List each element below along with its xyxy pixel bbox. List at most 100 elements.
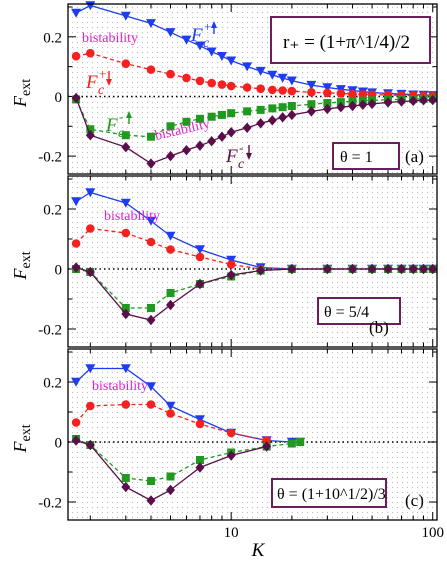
data-point [256,118,266,129]
bistability-label: bistability [92,379,148,394]
data-point [166,150,176,162]
data-point [216,51,227,61]
data-point [397,96,407,107]
data-point [71,8,82,18]
data-point [146,495,156,506]
data-point [322,263,332,275]
x-axis-label: K [251,540,266,561]
data-point [195,278,205,290]
data-point [85,130,95,141]
data-point [287,102,296,110]
curve-label-sub: c [98,83,105,98]
data-point [243,107,252,116]
data-point [287,439,296,448]
data-point [408,95,418,107]
series-line [75,403,267,442]
condition-text: θ = (1+10^1/2)/3 [277,486,386,503]
data-point [195,419,205,429]
data-point [323,99,332,108]
data-point [166,122,175,131]
data-point [287,263,297,275]
data-point [71,51,81,61]
data-point [195,462,205,473]
arrow-head [106,79,112,86]
y-tick-label: -0.2 [38,496,62,512]
y-tick-label: -0.2 [38,323,62,339]
curve-label-sign: + [99,66,106,81]
data-point [166,289,175,297]
data-point [217,131,227,142]
data-point [287,86,297,96]
condition-text: θ = 1 [340,149,373,166]
data-point [194,245,205,255]
y-tick-label: -0.2 [38,150,62,166]
data-point [181,35,192,45]
y-tick-label: 0 [55,436,63,452]
data-point [121,59,131,68]
data-point [120,364,131,374]
data-point [86,224,95,233]
data-point [242,83,252,92]
data-point [336,89,346,98]
panels: -0.2 0 0.2 Fext -0.2 0 0.2 Fext -0.2 0 0.2 Fext 10 10… [10,1,444,541]
curve-label-sub: c [203,36,210,51]
data-point [256,265,266,276]
data-point [145,382,156,392]
arrow-head [126,111,132,118]
data-point [226,260,236,269]
data-point [85,188,96,198]
y-axis-label-sub: ext [19,424,34,441]
data-point [226,428,236,438]
data-point [85,364,96,374]
data-point [145,19,156,29]
y-tick-label: 0.2 [43,203,62,219]
data-point [336,101,346,113]
series-3 [71,92,438,169]
data-point [166,299,176,311]
curve-label-F: F [85,72,98,93]
series-line [75,439,267,502]
data-point [267,70,278,80]
data-point [207,78,216,88]
y-axis-label: Fext [10,79,34,108]
data-point [121,304,130,312]
data-point [146,132,155,141]
data-point [120,11,131,21]
curve-label-F: F [105,115,118,136]
data-point [71,239,81,248]
data-point [358,90,368,99]
data-point [71,377,82,387]
panel-label: (b) [369,318,389,337]
data-point [267,115,277,126]
axes-frame [67,175,438,348]
curve-label-sign: - [119,109,123,124]
x-tick-label: 10 [224,525,239,541]
data-point [194,41,205,51]
y-axis-label: Fext [10,251,34,280]
data-point [195,140,205,151]
data-point [217,110,226,119]
data-point [195,76,205,86]
data-point [322,83,333,93]
data-point [226,56,237,66]
condition-box [317,297,401,325]
data-point [226,127,236,138]
y-axis-label-sub: ext [19,79,34,96]
data-point [121,228,131,238]
data-point [268,104,277,113]
series-1 [71,400,271,445]
data-point [85,266,95,278]
data-point [307,100,316,109]
data-point [226,81,236,91]
data-point [262,441,272,452]
curve-label-sign: - [239,140,243,155]
data-point [306,106,316,117]
data-point [71,92,81,104]
data-point [383,263,393,275]
data-point [207,135,217,147]
data-point [120,198,131,208]
